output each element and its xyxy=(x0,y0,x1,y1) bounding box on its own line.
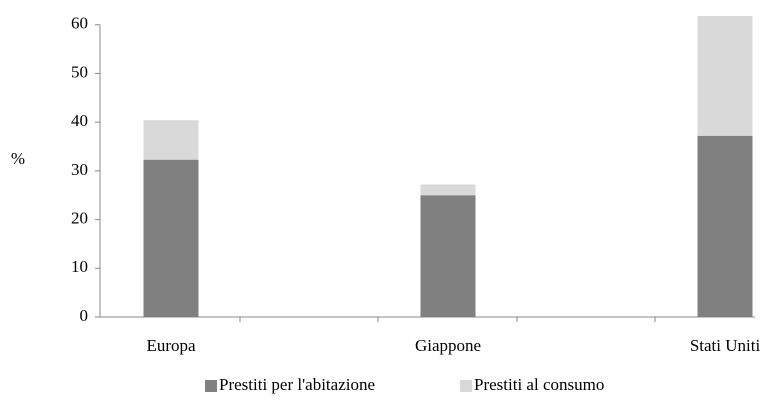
x-tick-label: Europa xyxy=(146,336,196,355)
y-tick-label: 60 xyxy=(71,14,88,33)
bar-segment xyxy=(420,195,476,317)
legend-swatch xyxy=(205,380,217,392)
y-tick-label: 20 xyxy=(71,208,88,227)
legend-label: Prestiti al consumo xyxy=(474,375,604,394)
bar-segment xyxy=(143,159,199,317)
y-tick-label: 10 xyxy=(71,257,88,276)
x-tick-label: Stati Uniti xyxy=(690,336,761,355)
x-tick-label: Giappone xyxy=(415,336,481,355)
bar-segment xyxy=(697,15,753,136)
legend-swatch xyxy=(460,380,472,392)
y-tick-label: 40 xyxy=(71,111,88,130)
bar-segment xyxy=(143,120,199,160)
y-tick-label: 50 xyxy=(71,62,88,81)
bar-segment xyxy=(697,135,753,317)
y-axis-label: % xyxy=(11,149,25,168)
y-tick-label: 0 xyxy=(80,306,89,325)
legend-label: Prestiti per l'abitazione xyxy=(219,375,375,394)
bar-segment xyxy=(420,184,476,196)
y-tick-label: 30 xyxy=(71,160,88,179)
